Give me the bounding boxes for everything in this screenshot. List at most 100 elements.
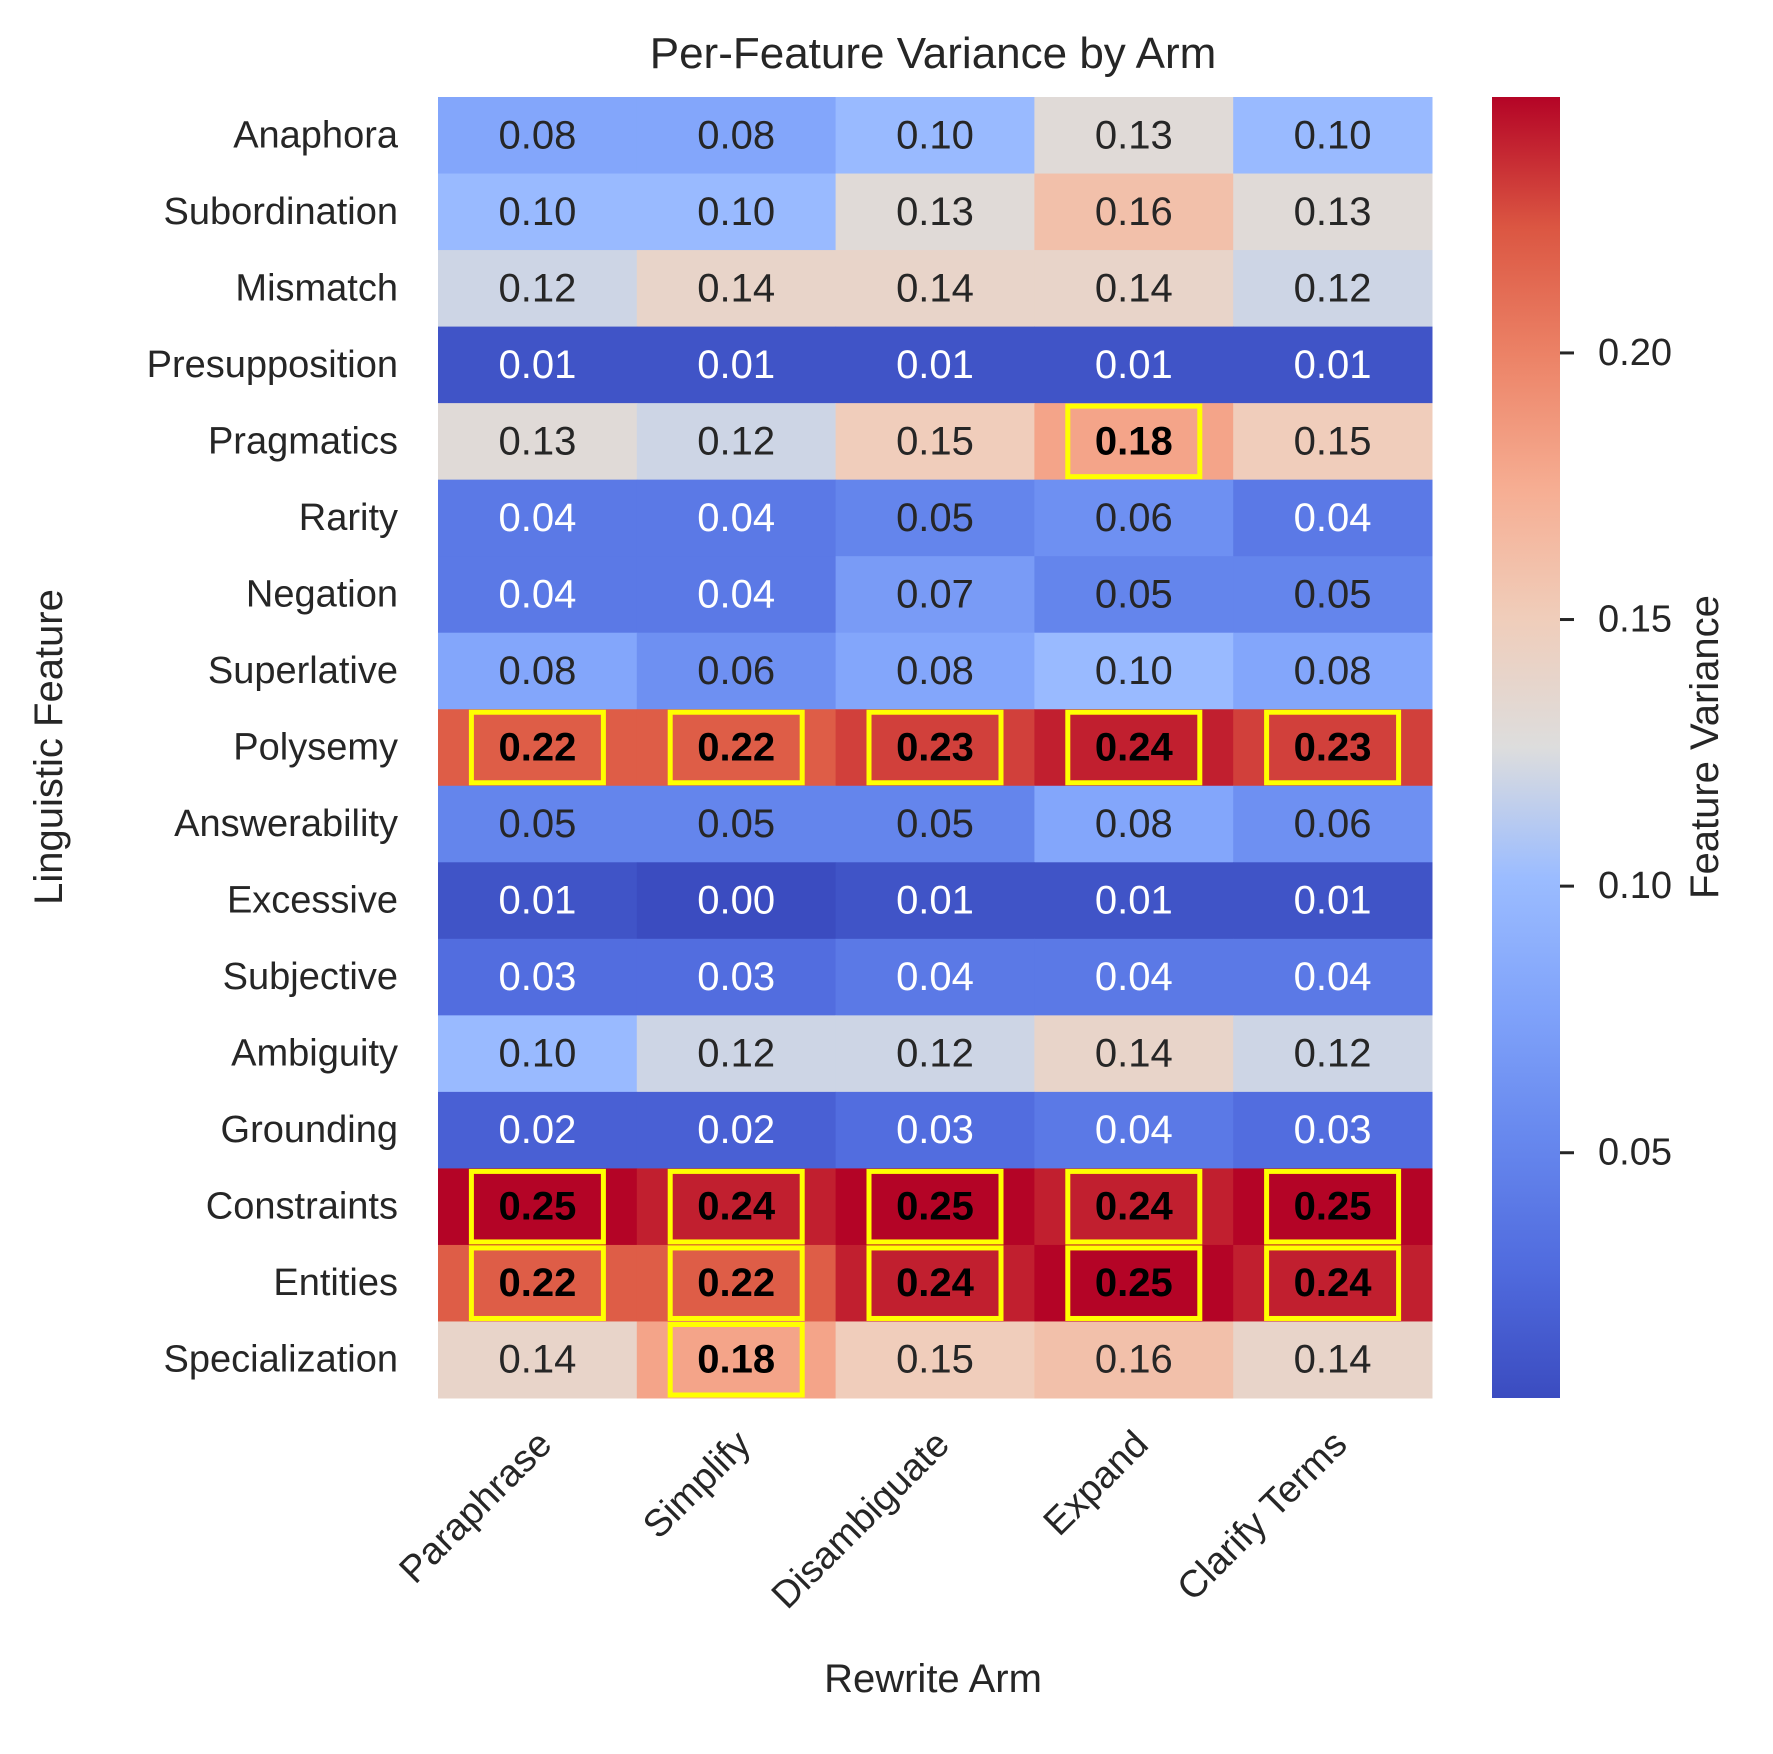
heatmap-cell: [1233, 938, 1433, 1016]
cell-value-label: 0.15: [1294, 419, 1372, 463]
cell-value-label-highlighted: 0.24: [697, 1185, 776, 1229]
cell-value-label: 0.14: [697, 266, 775, 310]
cell-value-label: 0.04: [697, 496, 775, 540]
cell-value-label: 0.14: [498, 1338, 576, 1382]
row-label: Excessive: [227, 880, 398, 922]
cell-value-label: 0.16: [1095, 190, 1173, 234]
highlight-box: [468, 1245, 606, 1321]
highlight-box: [1264, 709, 1402, 786]
cell-value-label-highlighted: 0.23: [1294, 726, 1372, 770]
cell-value-label-highlighted: 0.24: [1095, 1185, 1174, 1229]
heatmap-cell: [636, 632, 837, 710]
highlight-box: [1065, 1168, 1203, 1245]
row-label: Rarity: [299, 497, 398, 539]
cell-value-label-highlighted: 0.24: [1294, 1261, 1373, 1305]
heatmap-cell: [835, 403, 1035, 481]
cell-value-label-highlighted: 0.18: [1095, 419, 1173, 463]
cell-value-label: 0.14: [1095, 1032, 1173, 1076]
heatmap-cell: [636, 862, 837, 940]
cell-value-label: 0.06: [1095, 496, 1173, 540]
heatmap-cell: [1034, 97, 1234, 175]
heatmap-cell: [1034, 1091, 1234, 1169]
cell-value-label: 0.05: [896, 496, 974, 540]
cell-value-label: 0.04: [1095, 955, 1173, 999]
row-label: Subjective: [223, 956, 398, 998]
row-label: Ambiguity: [231, 1033, 398, 1075]
highlight-boxes: [468, 403, 1402, 1398]
heatmap-cell: [438, 862, 638, 940]
y-axis-label: Linguistic Feature: [27, 589, 71, 905]
cell-value-label: 0.10: [498, 1032, 576, 1076]
heatmap-cell: [835, 785, 1035, 863]
cell-value-label-highlighted: 0.25: [498, 1185, 576, 1229]
heatmap-cell: [1233, 785, 1433, 863]
cell-value-label: 0.13: [1095, 113, 1173, 157]
cell-value-label: 0.14: [1294, 1338, 1372, 1382]
column-tick-labels: Paraphrase Simplify Disambiguate Expand Clar…: [392, 1423, 1356, 1617]
cell-value-label: 0.05: [1294, 572, 1372, 616]
cell-value-label: 0.01: [498, 343, 576, 387]
heatmap-cell: [438, 173, 638, 251]
row-label: Subordination: [163, 191, 398, 233]
heatmap-cell: [438, 556, 638, 634]
highlight-box: [866, 1245, 1004, 1321]
cell-value-label-highlighted: 0.23: [896, 726, 974, 770]
heatmap-cell: [835, 250, 1035, 328]
cell-value-label-highlighted: 0.22: [697, 1261, 775, 1305]
cell-value-label: 0.04: [697, 572, 775, 616]
cell-value-label: 0.03: [697, 955, 775, 999]
heatmap-cell: [438, 1091, 638, 1169]
highlight-box: [468, 1168, 606, 1245]
column-label: Disambiguate: [764, 1423, 958, 1617]
heatmap-cell: [1034, 1015, 1234, 1093]
column-label: Paraphrase: [392, 1423, 561, 1592]
heatmap-cell: [438, 250, 638, 328]
heatmap-cell: [438, 785, 638, 863]
cell-value-label: 0.01: [1095, 879, 1173, 923]
heatmap-cell: [1233, 632, 1433, 710]
heatmap-cell: [835, 1015, 1035, 1093]
heatmap-cell: [1233, 173, 1433, 251]
cell-value-label: 0.04: [1095, 1108, 1173, 1152]
heatmap-cell: [1233, 97, 1433, 175]
highlight-box: [866, 1168, 1004, 1245]
cell-value-label: 0.10: [1294, 113, 1372, 157]
heatmap-cell: [438, 97, 638, 175]
cell-value-label: 0.02: [697, 1108, 775, 1152]
highlight-box: [468, 709, 606, 786]
heatmap-cell: [835, 479, 1035, 557]
heatmap-cell: [1034, 326, 1234, 404]
cell-value-label: 0.12: [498, 266, 576, 310]
row-label: Superlative: [208, 650, 398, 692]
row-label: Anaphora: [233, 114, 399, 156]
cell-value-label: 0.16: [1095, 1338, 1173, 1382]
cell-value-label: 0.01: [896, 343, 974, 387]
heatmap-cell: [1034, 1321, 1234, 1399]
cell-value-label: 0.14: [896, 266, 974, 310]
colorbar-label: Feature Variance: [1683, 595, 1727, 899]
cell-value-label: 0.13: [896, 190, 974, 234]
cell-value-label: 0.07: [896, 572, 974, 616]
row-label: Pragmatics: [208, 420, 398, 462]
heatmap-cell: [1233, 1321, 1433, 1399]
heatmap-cell: [835, 1091, 1035, 1169]
cell-value-label: 0.05: [697, 802, 775, 846]
heatmap-cell: [835, 173, 1035, 251]
heatmap-cell: [1233, 1015, 1433, 1093]
heatmap-cell: [835, 556, 1035, 634]
cell-value-label: 0.03: [1294, 1108, 1372, 1152]
heatmap-cell: [438, 403, 638, 481]
heatmap-cell: [438, 938, 638, 1016]
cell-value-label: 0.15: [896, 419, 974, 463]
cell-value-label-highlighted: 0.18: [697, 1338, 775, 1382]
highlight-box: [1065, 403, 1203, 480]
cell-value-label: 0.06: [1294, 802, 1372, 846]
cell-value-label: 0.10: [896, 113, 974, 157]
heatmap-cell: [636, 1091, 837, 1169]
highlight-box: [667, 1245, 805, 1321]
heatmap-cell: [835, 1321, 1035, 1399]
heatmap-cell: [1233, 862, 1433, 940]
cell-value-label: 0.08: [1095, 802, 1173, 846]
heatmap-cell: [636, 403, 837, 481]
heatmap-cell: [1233, 403, 1433, 481]
